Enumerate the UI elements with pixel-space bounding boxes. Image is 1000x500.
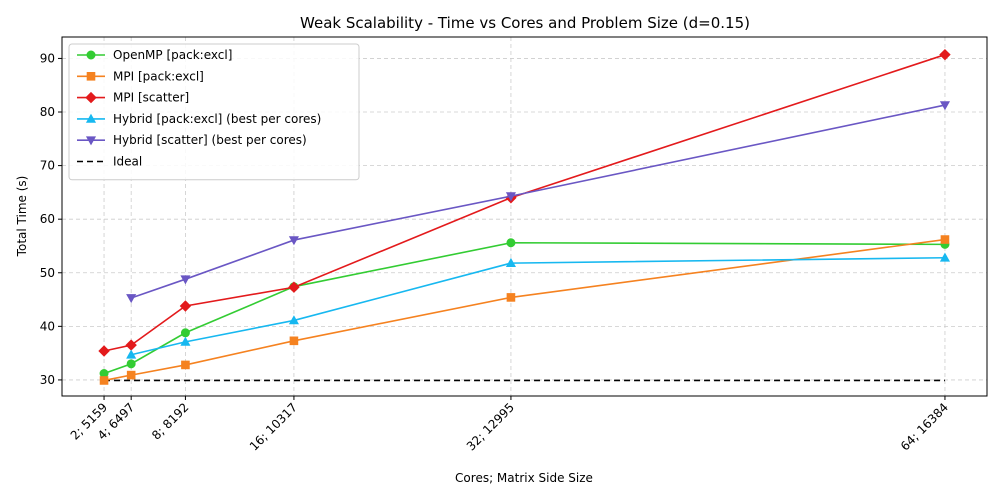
data-point [180,328,190,338]
data-point [180,275,191,285]
series-layer [98,48,951,385]
x-tick-label: 64; 16384 [898,400,951,453]
legend-item: OpenMP [pack:excl] [77,48,232,62]
y-tick-label: 90 [40,51,55,65]
series-line [103,238,946,382]
chart-title: Weak Scalability - Time vs Cores and Pro… [300,14,750,32]
legend-item: Hybrid [pack:excl] (best per cores) [77,112,321,126]
data-point [126,349,137,359]
legend-label: OpenMP [pack:excl] [113,48,232,62]
series-hybrid-scatter-best-per-cores [126,101,951,304]
data-point [98,345,110,357]
legend-box [68,43,360,181]
x-tick-label: 8; 8192 [149,400,191,442]
legend-item: MPI [pack:excl] [77,69,204,83]
legend-item: Ideal [77,155,142,169]
data-point [179,300,192,312]
x-tick-label: 16; 10317 [247,400,300,453]
series-line [130,256,945,356]
y-tick-label: 70 [40,159,55,173]
legend-marker [86,72,96,81]
data-point [939,252,951,262]
y-axis-label: Total Time (s) [15,176,29,258]
data-point [940,235,950,244]
data-point [180,336,191,346]
legend-marker [85,91,97,104]
data-point [288,315,299,325]
data-point [126,294,137,304]
y-tick-label: 40 [40,319,55,333]
data-point [288,281,300,293]
data-point [939,101,951,111]
y-axis-ticks: 30 40 50 60 70 80 90 [40,51,62,387]
series-mpi-scatter [98,48,951,357]
x-axis-label: Cores; Matrix Side Size [455,471,593,485]
data-point [289,336,299,346]
data-point [939,48,951,61]
plot-frame [61,36,988,397]
legend-label: Ideal [113,155,142,169]
series-mpi-pack-excl [99,235,950,385]
legend-label: Hybrid [scatter] (best per cores) [113,133,307,147]
legend-label: MPI [pack:excl] [113,69,204,83]
y-tick-label: 60 [40,212,55,226]
data-point [505,257,516,267]
y-tick-label: 50 [40,266,55,280]
data-point [506,238,516,248]
data-point [126,370,136,380]
legend-label: Hybrid [pack:excl] (best per cores) [113,112,321,126]
y-tick-label: 80 [40,105,55,119]
data-point [99,376,109,385]
series-hybrid-pack-excl-best-per-cores [126,252,951,359]
x-tick-label: 32; 12995 [464,400,517,453]
series-line [103,241,945,375]
data-point [126,359,136,369]
legend-marker [85,136,97,146]
data-point [506,293,516,302]
data-point [181,360,190,370]
legend-label: MPI [scatter] [113,91,189,105]
legend-marker [85,113,97,123]
data-point [505,192,516,202]
y-tick-label: 30 [40,373,55,387]
legend-item: MPI [scatter] [77,91,189,105]
data-point [288,236,299,246]
legend-marker [86,50,96,60]
legend: OpenMP [pack:excl] MPI [pack:excl] MPI [sc… [68,43,360,181]
legend-item: Hybrid [scatter] (best per cores) [77,133,307,147]
